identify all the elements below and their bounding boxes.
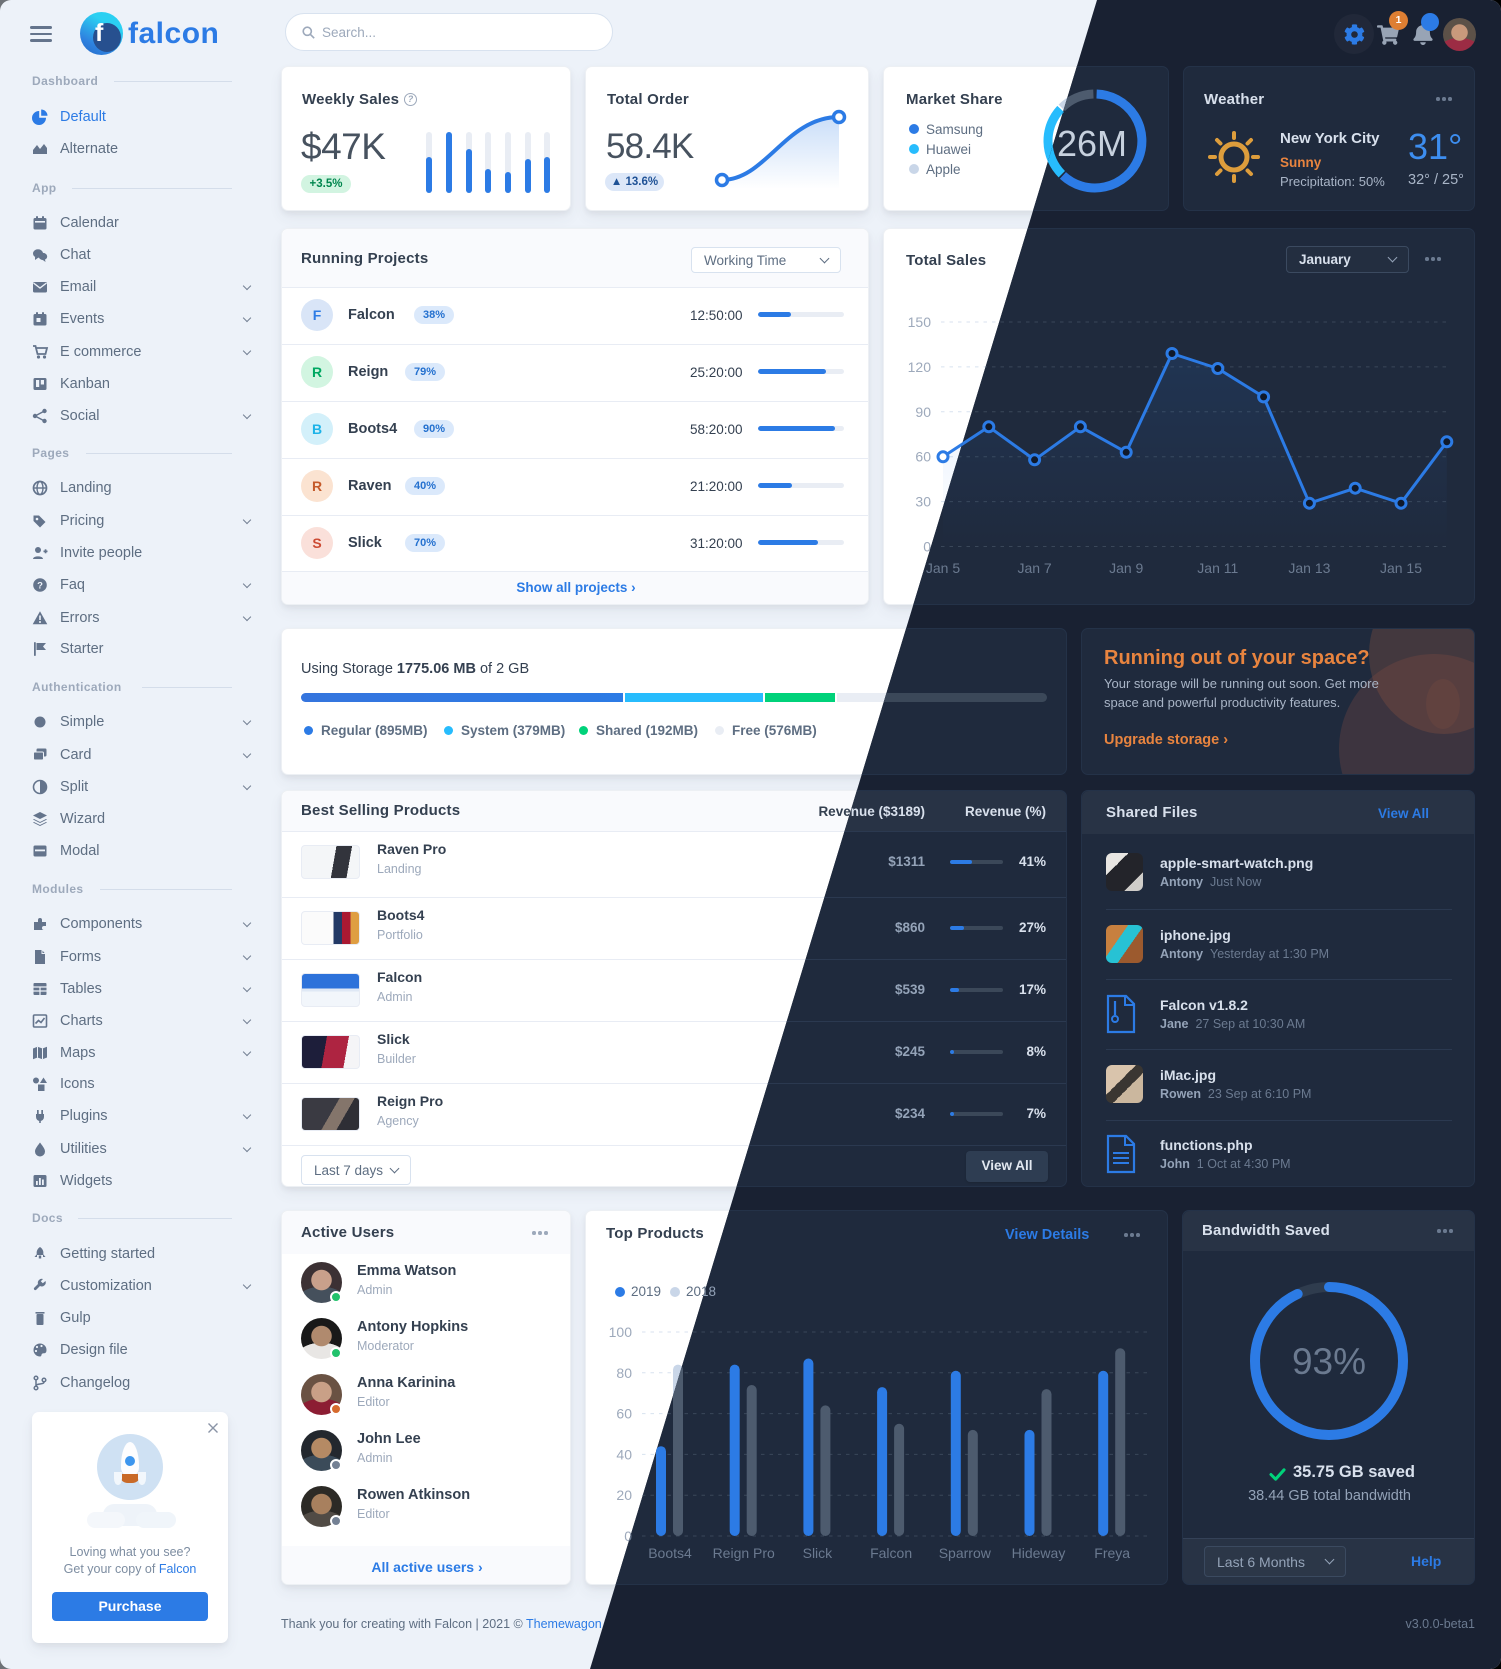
- svg-text:80: 80: [616, 1365, 632, 1381]
- svg-text:120: 120: [908, 359, 932, 375]
- svg-text:150: 150: [908, 314, 932, 330]
- svg-text:Freya: Freya: [1094, 1545, 1130, 1561]
- svg-text:100: 100: [609, 1324, 633, 1340]
- svg-text:Jan 7: Jan 7: [1017, 560, 1051, 576]
- svg-text:Jan 5: Jan 5: [926, 560, 960, 576]
- svg-text:90: 90: [915, 404, 931, 420]
- svg-text:60: 60: [915, 449, 931, 465]
- svg-text:93%: 93%: [1292, 1341, 1366, 1382]
- svg-text:Sparrow: Sparrow: [939, 1545, 992, 1561]
- svg-text:0: 0: [624, 1528, 632, 1544]
- svg-text:Boots4: Boots4: [648, 1545, 692, 1561]
- svg-text:Hideway: Hideway: [1012, 1545, 1066, 1561]
- svg-text:30: 30: [915, 494, 931, 510]
- svg-text:Jan 9: Jan 9: [1109, 560, 1143, 576]
- svg-text:Jan 11: Jan 11: [1197, 560, 1238, 576]
- svg-text:?: ?: [37, 580, 43, 591]
- svg-text:20: 20: [616, 1487, 632, 1503]
- svg-text:Jan 15: Jan 15: [1380, 560, 1422, 576]
- svg-text:0: 0: [923, 539, 931, 555]
- svg-text:Slick: Slick: [803, 1545, 834, 1561]
- svg-text:40: 40: [616, 1446, 632, 1462]
- svg-text:Falcon: Falcon: [870, 1545, 912, 1561]
- svg-text:Reign Pro: Reign Pro: [713, 1545, 775, 1561]
- svg-text:Jan 13: Jan 13: [1288, 560, 1330, 576]
- svg-text:60: 60: [616, 1406, 632, 1422]
